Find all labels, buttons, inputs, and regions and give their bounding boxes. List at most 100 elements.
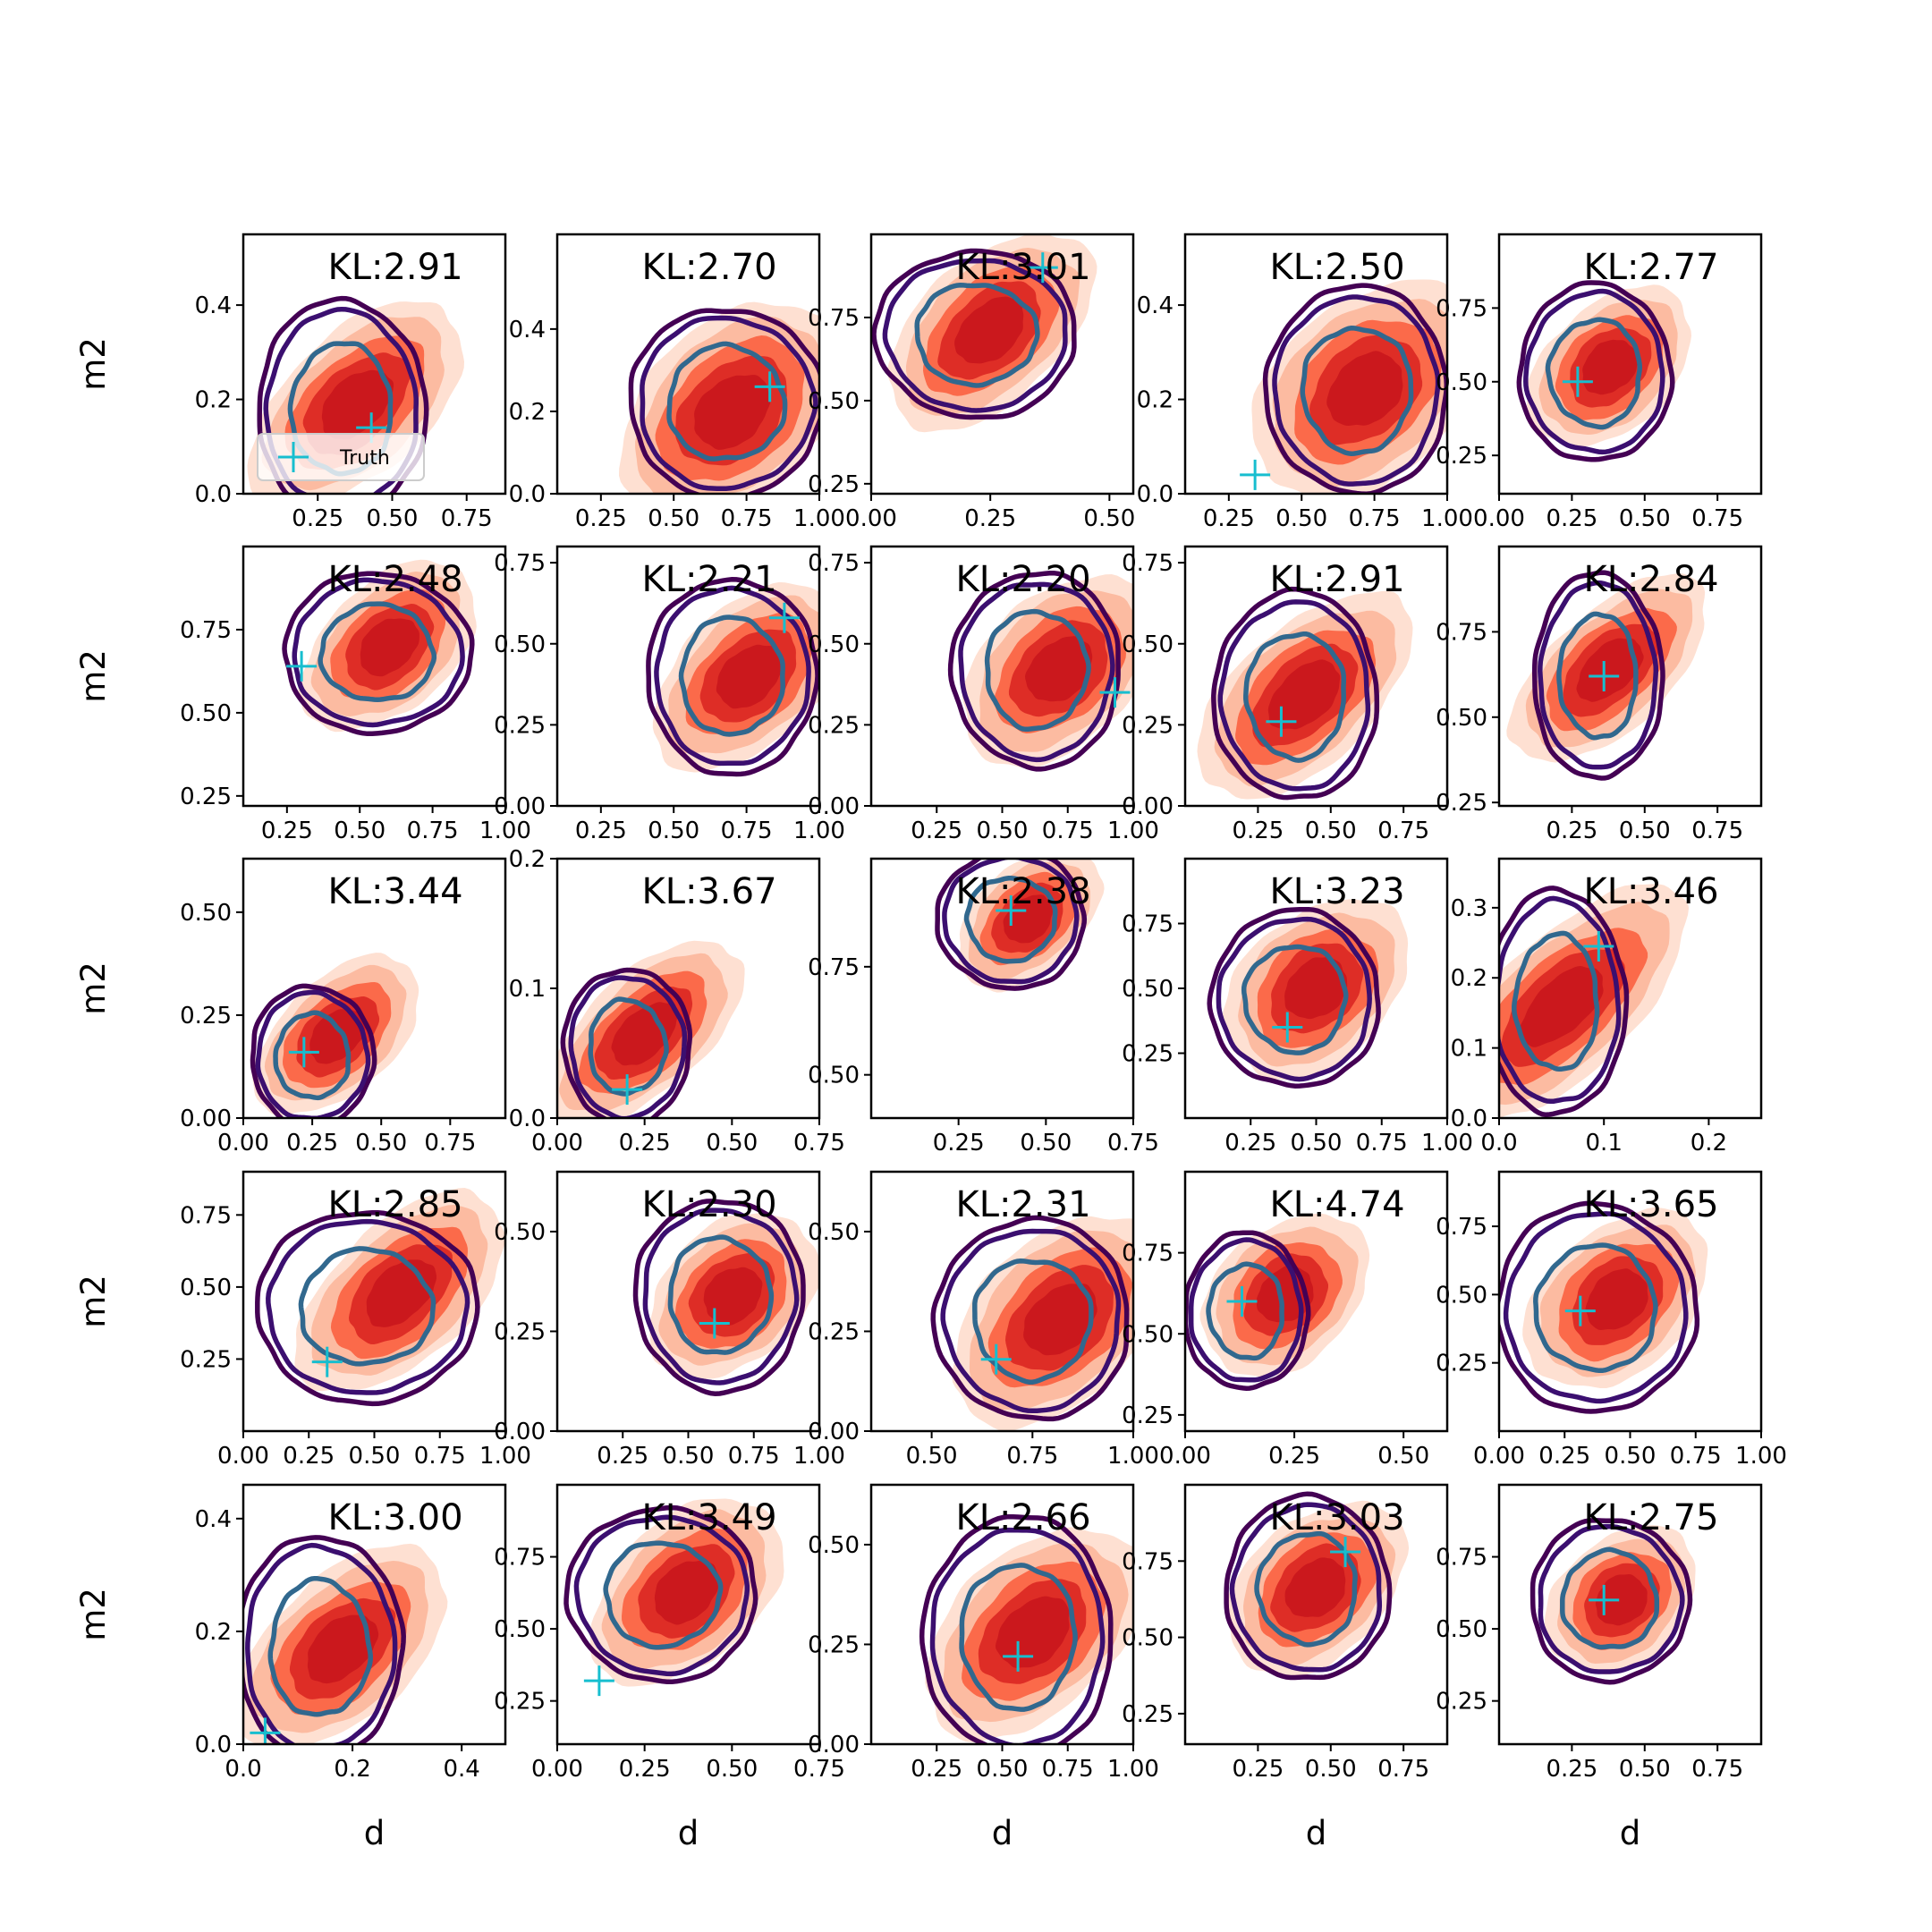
density-level-5 [307, 1614, 379, 1684]
y-tick-label: 0.25 [1122, 1701, 1174, 1728]
x-tick-label: 1.00 [1421, 1130, 1473, 1157]
density-level-5 [1519, 966, 1604, 1047]
contour-inner [666, 341, 788, 462]
kl-label: KL:2.91 [327, 247, 462, 288]
x-tick-label: 0.75 [1006, 1443, 1058, 1470]
x-tick-label: 0.50 [648, 505, 699, 532]
axes-frame [1183, 1170, 1449, 1433]
legend-truth-marker [278, 442, 309, 472]
panel-12: 0.00 0.25 0.50 0.75 0.0 0.1 0.2 KL:3.67 [509, 846, 845, 1157]
density-level-5 [309, 1009, 366, 1064]
contour-inner [273, 1010, 352, 1101]
panels-layer: 0.25 0.50 0.75 0.0 0.2 0.4 KL:2.91 Truth 0.25 0.5… [180, 233, 1787, 1783]
y-tick-label: 0.2 [1451, 965, 1487, 992]
contour-outer [564, 1504, 758, 1684]
truth-marker [1589, 1584, 1620, 1615]
axes-frame [1183, 545, 1449, 808]
contour-inner [1533, 1242, 1658, 1374]
plot-area [1506, 570, 1706, 781]
x-tick-label: 0.50 [355, 1130, 407, 1157]
x-tick-label: 0.75 [1042, 1756, 1094, 1783]
x-tick-label: 0.25 [1203, 505, 1255, 532]
y-tick-label: 0.25 [494, 712, 546, 739]
y-tick-label: 0.50 [808, 631, 860, 658]
panel-21: 0.0 0.2 0.4 0.0 0.2 0.4 KL:3.00 [195, 1483, 507, 1783]
contour-inner [267, 1575, 373, 1717]
y-tick-label: 0.2 [195, 1619, 232, 1646]
y-tick-label: 0.4 [509, 317, 546, 343]
x-tick-label: 0.75 [1107, 1130, 1159, 1157]
kl-label: KL:2.77 [1583, 247, 1718, 288]
x-tick-label: 0.75 [1349, 505, 1401, 532]
x-tick-label: 0.50 [1305, 1756, 1357, 1783]
contour-mid [245, 1542, 398, 1744]
axes-frame [242, 1483, 507, 1746]
y-tick-label: 0.50 [1436, 369, 1487, 396]
x-tick-label: 0.00 [531, 1756, 583, 1783]
contour-outer [257, 295, 429, 494]
contour-inner [1254, 1530, 1358, 1648]
contour-inner [963, 876, 1058, 964]
plot-area [632, 1199, 819, 1396]
x-tick-label: 0.25 [1546, 818, 1597, 844]
contour-inner [603, 1540, 724, 1650]
kl-label: KL:2.38 [955, 871, 1090, 912]
x-tick-label: 1.00 [1107, 1443, 1159, 1470]
y-tick-label: 0.00 [180, 1106, 232, 1132]
contour-mid [1216, 916, 1372, 1082]
x-tick-label: 0.25 [1546, 505, 1597, 532]
contour-mid [1217, 599, 1371, 792]
x-tick-label: 0.25 [575, 818, 627, 844]
truth-marker [1240, 459, 1271, 490]
y-tick-label: 0.2 [195, 387, 232, 414]
panel-24: 0.25 0.50 0.75 0.25 0.50 0.75 KL:3.03 [1122, 1483, 1449, 1783]
x-tick-label: 0.75 [1691, 818, 1743, 844]
density-level-5 [694, 375, 771, 450]
panel-2: 0.25 0.50 0.75 1.00 0.0 0.2 0.4 KL:2.70 [509, 233, 845, 532]
density-level-5 [716, 644, 783, 709]
x-tick-label: 0.50 [1275, 505, 1327, 532]
plot-area [1516, 280, 1691, 462]
axes-frame [1497, 545, 1763, 808]
density-level-5 [1585, 1268, 1648, 1330]
labels-layer: m2 m2 m2 m2 m2 d d d d d [74, 337, 1640, 1852]
x-tick-label: 0.75 [424, 1130, 476, 1157]
y-tick-label: 0.75 [1436, 1214, 1487, 1241]
kl-label: KL:2.30 [641, 1184, 776, 1225]
y-tick-label: 0.50 [1122, 1625, 1174, 1652]
contour-mid [1538, 580, 1659, 770]
contour-outer [282, 571, 475, 737]
panel-19: 0.00 0.25 0.50 0.25 0.50 0.75 KL:4.74 [1122, 1170, 1449, 1470]
y-tick-label: 0.50 [494, 1616, 546, 1643]
y-tick-label: 0.25 [1436, 1351, 1487, 1377]
y-tick-label: 0.4 [1137, 292, 1174, 319]
x-tick-label: 0.75 [1670, 1443, 1722, 1470]
truth-marker [583, 1665, 614, 1697]
x-tick-label: 0.50 [1605, 1443, 1657, 1470]
y-tick-label: 0.25 [1122, 1402, 1174, 1429]
contour-mid [654, 585, 811, 767]
x-tick-label: 0.25 [1546, 1756, 1597, 1783]
x-tick-label: 0.50 [1291, 1130, 1343, 1157]
contour-inner [667, 1234, 775, 1355]
contour-mid [568, 975, 688, 1118]
panel-6: 0.25 0.50 0.75 1.00 0.25 0.50 0.75 KL:2.48 [180, 545, 531, 844]
kl-label: KL:3.23 [1269, 871, 1404, 912]
contour-mid [266, 1218, 470, 1395]
kl-label: KL:3.65 [1583, 1184, 1718, 1225]
y-tick-label: 0.50 [1122, 976, 1174, 1003]
y-tick-label: 0.75 [808, 305, 860, 332]
axes-frame [869, 857, 1135, 1120]
kl-label: KL:3.46 [1583, 871, 1718, 912]
x-tick-label: 0.25 [261, 818, 313, 844]
x-tick-label: 0.00 [845, 505, 897, 532]
axes-frame [555, 545, 821, 808]
panel-22: 0.00 0.25 0.50 0.75 0.25 0.50 0.75 KL:3.49 [494, 1483, 845, 1783]
plot-area [619, 301, 819, 494]
y-tick-label: 0.75 [1436, 295, 1487, 322]
x-tick-label: 0.50 [977, 1756, 1029, 1783]
y-tick-label: 0.50 [180, 1275, 232, 1301]
x-tick-label: 0.25 [911, 818, 962, 844]
x-tick-label: 0.75 [793, 1130, 845, 1157]
